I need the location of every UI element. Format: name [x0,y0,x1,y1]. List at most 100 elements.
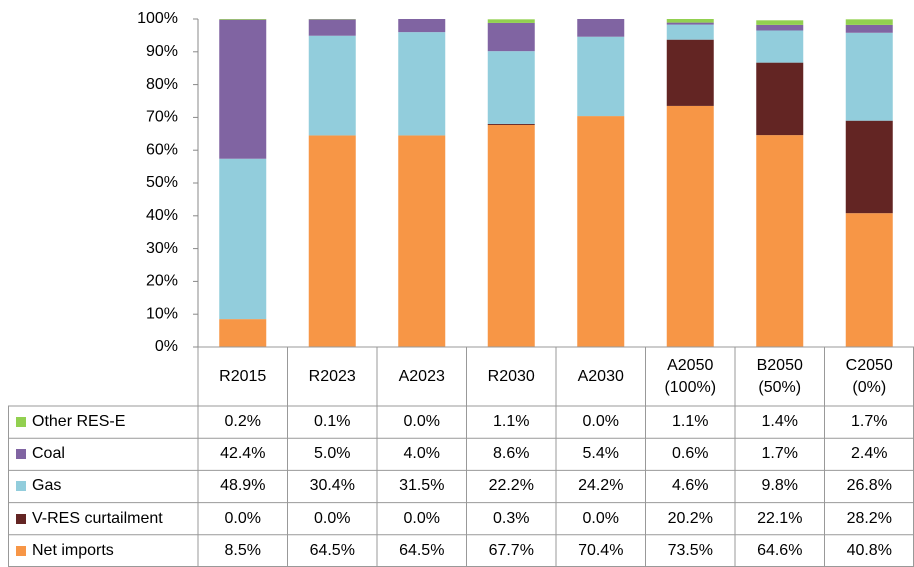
data-label: 4.0% [403,445,440,463]
y-tick-label: 70% [146,109,178,126]
data-label: 28.2% [846,509,892,527]
data-label: 40.8% [846,541,892,559]
data-label: 22.1% [757,509,803,527]
data-label: 70.4% [578,541,624,559]
bar-segment [845,32,893,121]
legend-entry: V-RES curtailment [8,503,198,535]
y-tick-label: 20% [146,273,178,290]
category-label: B2050 (50%) [756,356,803,396]
data-label: 0.2% [224,413,261,431]
bar-segment [756,20,804,25]
legend-label: Net imports [32,541,114,559]
bar-segment [398,135,446,347]
y-tick-label: 10% [146,305,178,322]
data-label: 64.5% [399,541,445,559]
data-label: 1.7% [851,413,888,431]
data-label: 26.8% [846,477,892,495]
data-label: 67.7% [488,541,534,559]
bar-segment [308,35,356,136]
legend-entry: Coal [8,438,198,470]
data-label: 5.4% [582,445,619,463]
data-label: 8.5% [224,541,261,559]
y-tick-label: 0% [155,338,178,355]
legend-swatch [16,417,26,428]
data-label: 9.8% [761,477,798,495]
bar-segment [756,30,804,63]
data-label: 4.6% [672,477,709,495]
bar-segment [219,19,267,20]
bar-segment [666,19,714,23]
bar-segment [308,135,356,347]
bar-segment [487,22,535,52]
bar-segment [487,123,535,125]
data-label: 30.4% [309,477,355,495]
data-label: 31.5% [399,477,445,495]
bar-segment [756,135,804,347]
y-tick-label: 100% [137,10,178,27]
data-label: 5.0% [314,445,351,463]
y-tick-label: 80% [146,76,178,93]
legend-swatch [16,513,26,524]
bar-segment [845,24,893,33]
bar-segment [756,62,804,136]
data-label: 64.5% [309,541,355,559]
bar-segment [487,19,535,23]
y-tick-label: 60% [146,141,178,158]
bar-segment [398,19,446,33]
category-label: R2023 [308,367,356,385]
data-label: 20.2% [667,509,713,527]
data-label: 22.2% [488,477,534,495]
bar-segment [666,24,714,40]
bar-segment [219,319,267,347]
bar-segment [487,124,535,347]
bar-segment [398,32,446,136]
legend-swatch [16,481,26,492]
bar-segment [219,19,267,159]
data-label: 42.4% [220,445,266,463]
y-tick-label: 30% [146,240,178,257]
bar-segment [845,213,893,347]
legend-label: Other RES-E [32,413,126,431]
data-label: 0.0% [582,413,619,431]
legend-entry: Gas [8,470,198,502]
data-label: 0.0% [314,509,351,527]
data-label: 0.1% [314,413,351,431]
category-label: R2015 [219,367,267,385]
bar-segment [577,19,625,37]
legend-label: Coal [32,445,65,463]
data-label: 24.2% [578,477,624,495]
category-label: R2030 [487,367,535,385]
data-label: 1.1% [493,413,530,431]
data-label: 64.6% [757,541,803,559]
legend-entry: Other RES-E [8,406,198,438]
bar-segment [308,19,356,36]
data-label: 0.0% [582,509,619,527]
data-label: 0.0% [403,509,440,527]
data-label: 8.6% [493,445,530,463]
legend-swatch [16,449,26,460]
data-label: 0.0% [224,509,261,527]
data-label: 1.1% [672,413,709,431]
legend-label: V-RES curtailment [32,509,163,527]
data-label: 0.0% [403,413,440,431]
data-label: 1.7% [761,445,798,463]
bar-segment [666,22,714,25]
bar-segment [219,158,267,320]
y-tick-label: 50% [146,174,178,191]
bar-segment [577,116,625,347]
data-label: 0.6% [672,445,709,463]
data-label: 73.5% [667,541,713,559]
data-label: 48.9% [220,477,266,495]
y-tick-label: 40% [146,207,178,224]
category-label: A2030 [577,367,624,385]
bar-segment [666,105,714,347]
category-label: A2050 (100%) [664,356,717,396]
bar-segment [577,36,625,117]
bar-segment [756,24,804,31]
data-label: 0.3% [493,509,530,527]
category-label: C2050 (0%) [845,356,893,396]
legend-entry: Net imports [8,535,198,567]
category-label: A2023 [398,367,445,385]
